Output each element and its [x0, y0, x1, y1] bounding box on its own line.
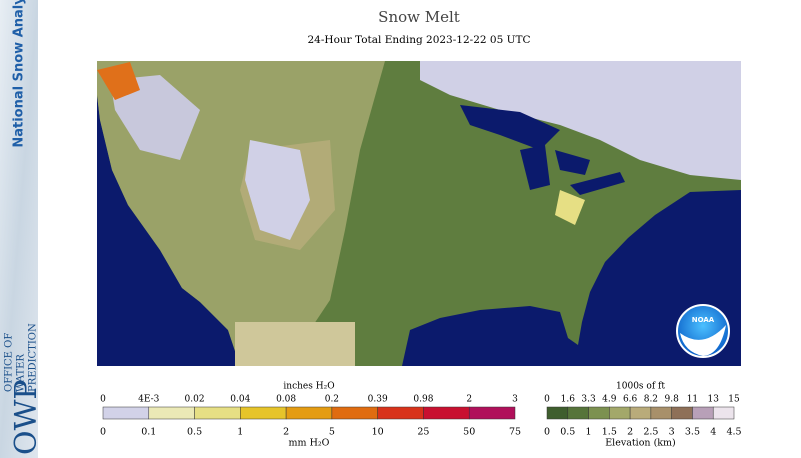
- legend-top-label: 15: [728, 395, 740, 405]
- snow-north: [420, 61, 741, 180]
- legend-swatch: [102, 406, 150, 420]
- lake: [460, 105, 560, 150]
- snow-northwest: [110, 75, 200, 160]
- legend-bottom-title: mm H₂O: [289, 438, 330, 449]
- legend-top-label: 0: [544, 395, 550, 405]
- lake: [570, 172, 625, 195]
- legend-swatch: [588, 406, 610, 420]
- legend-top-label: 4E-3: [138, 395, 160, 405]
- legend-bottom-label: 1: [586, 427, 592, 438]
- banner-org-short: OWP: [9, 379, 44, 455]
- legend-top-label: 3: [512, 395, 518, 405]
- melt-east: [555, 190, 585, 225]
- legend-top-title: 1000s of ft: [616, 382, 665, 392]
- legend-swatch: [468, 406, 516, 420]
- legend-bottom-label: 2: [627, 427, 633, 438]
- lake: [555, 150, 590, 175]
- banner-org-line: WATER: [16, 354, 27, 392]
- legend-bottom-label: 75: [509, 427, 521, 438]
- snow-rockies: [245, 140, 310, 240]
- legend-top-label: 4.9: [602, 395, 617, 405]
- legend-bottom-label: 4: [710, 427, 716, 438]
- noaa-gull: [680, 325, 726, 356]
- legend-bottom-label: 0: [544, 427, 550, 438]
- map: NOAA: [97, 61, 741, 366]
- legend-bottom-label: 5: [329, 427, 335, 438]
- legend-swatch: [285, 406, 333, 420]
- legend-swatch: [567, 406, 589, 420]
- legend-bottom-title: Elevation (km): [605, 438, 676, 449]
- legend-bottom-label: 1.5: [602, 427, 617, 438]
- legend-swatch: [194, 406, 241, 420]
- legend-swatch: [377, 406, 424, 420]
- legend-top-label: 9.8: [665, 395, 680, 405]
- melt-northwest: [97, 62, 140, 100]
- legend-bottom-label: 2: [283, 427, 289, 438]
- legend-swatch: [331, 406, 378, 420]
- banner-product: National Snow Analysis: [12, 0, 27, 148]
- legend-bottom-label: 10: [372, 427, 384, 438]
- legend-top-label: 3.3: [581, 395, 596, 405]
- legend-bottom-label: 0.5: [560, 427, 575, 438]
- banner-org-line: PREDICTION: [28, 323, 39, 392]
- noaa-text: NOAA: [692, 316, 715, 324]
- legend-top-label: 13: [707, 395, 719, 405]
- legend-bottom-label: 3.5: [685, 427, 700, 438]
- legends: inches H₂O 0 4E-3 0.02 0.04 0.08 0.2 0.39 0.98 2 3…: [100, 382, 742, 449]
- legend-bottom-label: 0.5: [187, 427, 202, 438]
- legend-bottom-label: 0.1: [141, 427, 156, 438]
- legend-swatch: [148, 406, 195, 420]
- banner: [0, 0, 38, 458]
- legend-top-label: 0.04: [230, 395, 250, 405]
- legend-swatch: [423, 406, 470, 420]
- legend-bottom-label: 1: [237, 427, 243, 438]
- legend-swatch: [609, 406, 631, 420]
- legend-swatch: [546, 406, 569, 420]
- legend-swatch: [712, 406, 735, 420]
- banner-org-line: OFFICE OF: [4, 333, 15, 392]
- legend-top-label: 8.2: [644, 395, 658, 405]
- legend-top-label: 2: [466, 395, 472, 405]
- legend-swatch: [671, 406, 693, 420]
- lake: [520, 145, 550, 190]
- legend-bottom-label: 25: [417, 427, 429, 438]
- legend-top-title: inches H₂O: [283, 382, 334, 392]
- legend-swatch: [692, 406, 714, 420]
- legend-top-label: 6.6: [623, 395, 638, 405]
- mexico: [235, 322, 355, 366]
- legend-bottom-label: 2.5: [643, 427, 658, 438]
- legend-swatch: [629, 406, 652, 420]
- legend-bottom-label: 0: [100, 427, 106, 438]
- legend-top-label: 0.98: [413, 395, 433, 405]
- subtitle: 24-Hour Total Ending 2023-12-22 05 UTC: [308, 34, 531, 46]
- legend-bottom-label: 4.5: [726, 427, 741, 438]
- legend-swatch: [240, 406, 287, 420]
- legend-top-label: 1.6: [561, 395, 576, 405]
- legend-top-label: 0.08: [276, 395, 296, 405]
- legend-top-label: 0.2: [325, 395, 339, 405]
- legend-top-label: 0.39: [368, 395, 388, 405]
- legend-top-label: 0: [100, 395, 106, 405]
- legend-bottom-label: 50: [463, 427, 475, 438]
- legend-top-label: 0.02: [185, 395, 205, 405]
- legend-bottom-label: 3: [669, 427, 675, 438]
- title: Snow Melt: [378, 8, 460, 26]
- legend-swatch: [650, 406, 672, 420]
- legend-top-label: 11: [687, 395, 698, 405]
